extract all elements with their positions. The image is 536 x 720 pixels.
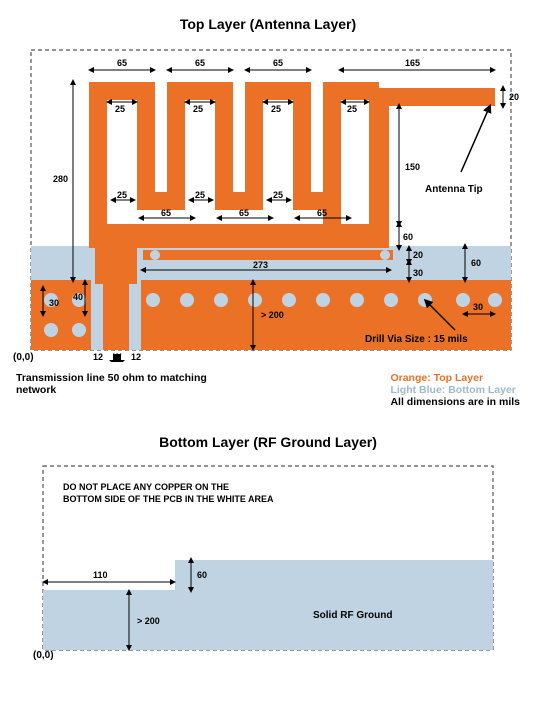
svg-text:Solid RF Ground: Solid RF Ground — [313, 610, 392, 621]
svg-text:273: 273 — [253, 260, 268, 270]
top-layer-diagram: 65 65 65 165 20 280 25 25 25 25 150 Ante… — [13, 42, 523, 362]
svg-text:60: 60 — [403, 232, 413, 242]
top-captions: Transmission line 50 ohm to matching net… — [16, 372, 520, 408]
legend-orange: Orange: Top Layer — [390, 372, 520, 384]
svg-text:150: 150 — [405, 162, 420, 172]
bottom-layer-diagram: 110 60 > 200 Solid RF Ground (0,0) DO NO… — [33, 460, 503, 660]
svg-text:(0,0): (0,0) — [13, 352, 34, 362]
svg-text:25: 25 — [273, 190, 283, 200]
bottom-note-l2: BOTTOM SIDE OF THE PCB IN THE WHITE AREA — [63, 494, 274, 504]
legend: Orange: Top Layer Light Blue: Bottom Lay… — [390, 372, 520, 408]
legend-blue: Light Blue: Bottom Layer — [390, 384, 520, 396]
svg-text:65: 65 — [195, 58, 205, 68]
svg-text:12: 12 — [131, 352, 141, 362]
svg-text:60: 60 — [197, 570, 207, 580]
svg-text:65: 65 — [273, 58, 283, 68]
svg-text:25: 25 — [193, 104, 203, 114]
top-title: Top Layer (Antenna Layer) — [10, 16, 526, 32]
bottom-note-l1: DO NOT PLACE ANY COPPER ON THE — [63, 482, 229, 492]
svg-text:Drill Via Size : 15 mils: Drill Via Size : 15 mils — [365, 334, 468, 345]
svg-text:65: 65 — [117, 58, 127, 68]
svg-text:65: 65 — [239, 208, 249, 218]
svg-text:65: 65 — [161, 208, 171, 218]
svg-text:30: 30 — [473, 302, 483, 312]
svg-text:20: 20 — [509, 92, 519, 102]
svg-text:40: 40 — [73, 292, 83, 302]
svg-text:25: 25 — [347, 104, 357, 114]
svg-text:165: 165 — [405, 58, 420, 68]
svg-text:Antenna Tip: Antenna Tip — [425, 184, 483, 195]
svg-text:20: 20 — [413, 250, 423, 260]
svg-text:(0,0): (0,0) — [33, 650, 54, 660]
svg-text:30: 30 — [413, 268, 423, 278]
bottom-title: Bottom Layer (RF Ground Layer) — [10, 434, 526, 450]
svg-text:25: 25 — [271, 104, 281, 114]
svg-text:60: 60 — [471, 258, 481, 268]
svg-text:65: 65 — [317, 208, 327, 218]
svg-text:30: 30 — [49, 298, 59, 308]
svg-text:12: 12 — [93, 352, 103, 362]
svg-text:280: 280 — [53, 174, 68, 184]
svg-text:110: 110 — [93, 570, 108, 580]
transmission-line-label: Transmission line 50 ohm to matching net… — [16, 372, 216, 408]
svg-text:25: 25 — [117, 190, 127, 200]
svg-text:25: 25 — [195, 190, 205, 200]
svg-text:25: 25 — [115, 104, 125, 114]
svg-text:> 200: > 200 — [137, 616, 160, 626]
legend-units: All dimensions are in mils — [390, 396, 520, 408]
svg-text:> 200: > 200 — [261, 310, 284, 320]
